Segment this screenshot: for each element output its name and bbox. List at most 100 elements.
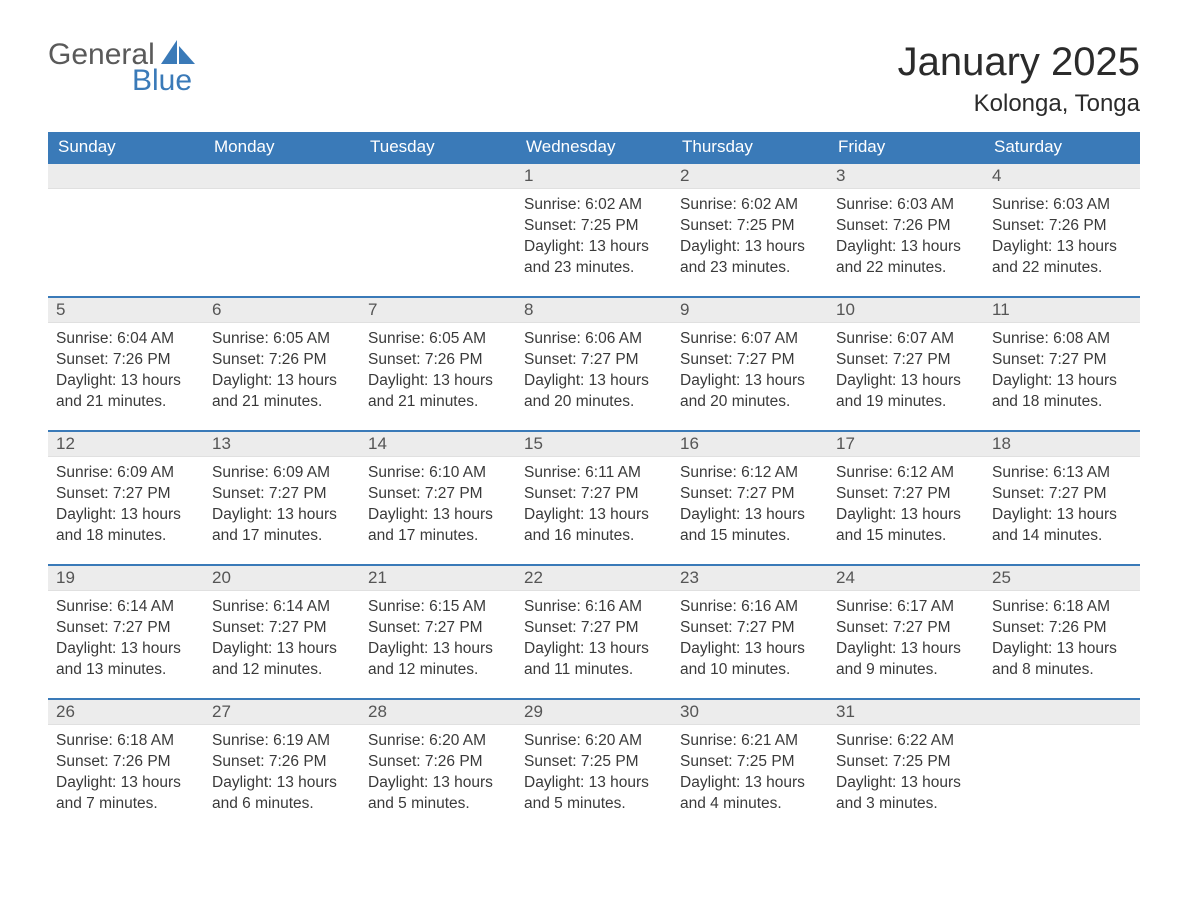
calendar-cell	[984, 699, 1140, 833]
daylight-line: Daylight: 13 hours and 18 minutes.	[992, 371, 1132, 413]
day-number: 18	[984, 432, 1140, 457]
sunset-line: Sunset: 7:27 PM	[992, 350, 1132, 371]
sunset-line: Sunset: 7:27 PM	[836, 484, 976, 505]
day-number: 16	[672, 432, 828, 457]
sunset-line: Sunset: 7:26 PM	[992, 216, 1132, 237]
sunrise-line: Sunrise: 6:21 AM	[680, 731, 820, 752]
calendar-cell: 7Sunrise: 6:05 AMSunset: 7:26 PMDaylight…	[360, 297, 516, 431]
sunrise-line: Sunrise: 6:07 AM	[680, 329, 820, 350]
calendar-cell: 8Sunrise: 6:06 AMSunset: 7:27 PMDaylight…	[516, 297, 672, 431]
day-body: Sunrise: 6:19 AMSunset: 7:26 PMDaylight:…	[204, 725, 360, 825]
day-body: Sunrise: 6:20 AMSunset: 7:25 PMDaylight:…	[516, 725, 672, 825]
daylight-line: Daylight: 13 hours and 8 minutes.	[992, 639, 1132, 681]
day-body: Sunrise: 6:05 AMSunset: 7:26 PMDaylight:…	[360, 323, 516, 423]
calendar-body: 1Sunrise: 6:02 AMSunset: 7:25 PMDaylight…	[48, 163, 1140, 833]
calendar-week-row: 12Sunrise: 6:09 AMSunset: 7:27 PMDayligh…	[48, 431, 1140, 565]
day-number: 27	[204, 700, 360, 725]
calendar-table: SundayMondayTuesdayWednesdayThursdayFrid…	[48, 132, 1140, 833]
day-body: Sunrise: 6:12 AMSunset: 7:27 PMDaylight:…	[828, 457, 984, 557]
calendar-cell	[204, 163, 360, 297]
day-number	[48, 164, 204, 189]
daylight-line: Daylight: 13 hours and 22 minutes.	[836, 237, 976, 279]
calendar-cell: 24Sunrise: 6:17 AMSunset: 7:27 PMDayligh…	[828, 565, 984, 699]
sunset-line: Sunset: 7:27 PM	[524, 350, 664, 371]
day-number: 26	[48, 700, 204, 725]
daylight-line: Daylight: 13 hours and 16 minutes.	[524, 505, 664, 547]
calendar-week-row: 1Sunrise: 6:02 AMSunset: 7:25 PMDaylight…	[48, 163, 1140, 297]
daylight-line: Daylight: 13 hours and 15 minutes.	[680, 505, 820, 547]
day-body: Sunrise: 6:07 AMSunset: 7:27 PMDaylight:…	[672, 323, 828, 423]
calendar-cell: 1Sunrise: 6:02 AMSunset: 7:25 PMDaylight…	[516, 163, 672, 297]
calendar-week-row: 19Sunrise: 6:14 AMSunset: 7:27 PMDayligh…	[48, 565, 1140, 699]
sunrise-line: Sunrise: 6:13 AM	[992, 463, 1132, 484]
day-number: 5	[48, 298, 204, 323]
sunset-line: Sunset: 7:25 PM	[680, 752, 820, 773]
sunset-line: Sunset: 7:27 PM	[524, 484, 664, 505]
day-header: Friday	[828, 132, 984, 163]
day-body: Sunrise: 6:08 AMSunset: 7:27 PMDaylight:…	[984, 323, 1140, 423]
sunrise-line: Sunrise: 6:09 AM	[56, 463, 196, 484]
calendar-head: SundayMondayTuesdayWednesdayThursdayFrid…	[48, 132, 1140, 163]
sunset-line: Sunset: 7:27 PM	[368, 484, 508, 505]
calendar-cell: 19Sunrise: 6:14 AMSunset: 7:27 PMDayligh…	[48, 565, 204, 699]
day-body: Sunrise: 6:18 AMSunset: 7:26 PMDaylight:…	[984, 591, 1140, 691]
sunrise-line: Sunrise: 6:06 AM	[524, 329, 664, 350]
sunrise-line: Sunrise: 6:04 AM	[56, 329, 196, 350]
day-number: 29	[516, 700, 672, 725]
day-body: Sunrise: 6:05 AMSunset: 7:26 PMDaylight:…	[204, 323, 360, 423]
sunrise-line: Sunrise: 6:07 AM	[836, 329, 976, 350]
sunset-line: Sunset: 7:27 PM	[524, 618, 664, 639]
sunrise-line: Sunrise: 6:10 AM	[368, 463, 508, 484]
sunset-line: Sunset: 7:26 PM	[212, 752, 352, 773]
sunset-line: Sunset: 7:25 PM	[524, 752, 664, 773]
sunset-line: Sunset: 7:26 PM	[992, 618, 1132, 639]
daylight-line: Daylight: 13 hours and 17 minutes.	[212, 505, 352, 547]
day-number: 6	[204, 298, 360, 323]
day-number: 7	[360, 298, 516, 323]
sunset-line: Sunset: 7:27 PM	[368, 618, 508, 639]
calendar-cell: 26Sunrise: 6:18 AMSunset: 7:26 PMDayligh…	[48, 699, 204, 833]
day-number: 4	[984, 164, 1140, 189]
day-number: 24	[828, 566, 984, 591]
daylight-line: Daylight: 13 hours and 9 minutes.	[836, 639, 976, 681]
day-number	[984, 700, 1140, 725]
page-header: General Blue January 2025 Kolonga, Tonga	[48, 40, 1140, 118]
daylight-line: Daylight: 13 hours and 21 minutes.	[56, 371, 196, 413]
daylight-line: Daylight: 13 hours and 18 minutes.	[56, 505, 196, 547]
day-body	[360, 189, 516, 205]
calendar-cell: 30Sunrise: 6:21 AMSunset: 7:25 PMDayligh…	[672, 699, 828, 833]
sunrise-line: Sunrise: 6:20 AM	[524, 731, 664, 752]
day-body: Sunrise: 6:22 AMSunset: 7:25 PMDaylight:…	[828, 725, 984, 825]
daylight-line: Daylight: 13 hours and 13 minutes.	[56, 639, 196, 681]
sunrise-line: Sunrise: 6:16 AM	[680, 597, 820, 618]
daylight-line: Daylight: 13 hours and 5 minutes.	[524, 773, 664, 815]
day-number: 3	[828, 164, 984, 189]
sunset-line: Sunset: 7:27 PM	[992, 484, 1132, 505]
day-body: Sunrise: 6:14 AMSunset: 7:27 PMDaylight:…	[204, 591, 360, 691]
day-body: Sunrise: 6:15 AMSunset: 7:27 PMDaylight:…	[360, 591, 516, 691]
day-number: 31	[828, 700, 984, 725]
day-number: 17	[828, 432, 984, 457]
sunset-line: Sunset: 7:26 PM	[56, 350, 196, 371]
month-title: January 2025	[898, 40, 1140, 84]
calendar-cell: 27Sunrise: 6:19 AMSunset: 7:26 PMDayligh…	[204, 699, 360, 833]
day-number: 23	[672, 566, 828, 591]
day-header: Sunday	[48, 132, 204, 163]
daylight-line: Daylight: 13 hours and 4 minutes.	[680, 773, 820, 815]
calendar-cell: 4Sunrise: 6:03 AMSunset: 7:26 PMDaylight…	[984, 163, 1140, 297]
day-number: 19	[48, 566, 204, 591]
sunset-line: Sunset: 7:25 PM	[680, 216, 820, 237]
daylight-line: Daylight: 13 hours and 17 minutes.	[368, 505, 508, 547]
sunrise-line: Sunrise: 6:18 AM	[992, 597, 1132, 618]
calendar-cell: 17Sunrise: 6:12 AMSunset: 7:27 PMDayligh…	[828, 431, 984, 565]
calendar-cell: 15Sunrise: 6:11 AMSunset: 7:27 PMDayligh…	[516, 431, 672, 565]
sunrise-line: Sunrise: 6:14 AM	[56, 597, 196, 618]
sunrise-line: Sunrise: 6:12 AM	[680, 463, 820, 484]
calendar-cell: 18Sunrise: 6:13 AMSunset: 7:27 PMDayligh…	[984, 431, 1140, 565]
calendar-cell: 28Sunrise: 6:20 AMSunset: 7:26 PMDayligh…	[360, 699, 516, 833]
location-label: Kolonga, Tonga	[898, 90, 1140, 118]
calendar-cell: 12Sunrise: 6:09 AMSunset: 7:27 PMDayligh…	[48, 431, 204, 565]
sunset-line: Sunset: 7:26 PM	[836, 216, 976, 237]
sunrise-line: Sunrise: 6:19 AM	[212, 731, 352, 752]
sunset-line: Sunset: 7:27 PM	[212, 484, 352, 505]
